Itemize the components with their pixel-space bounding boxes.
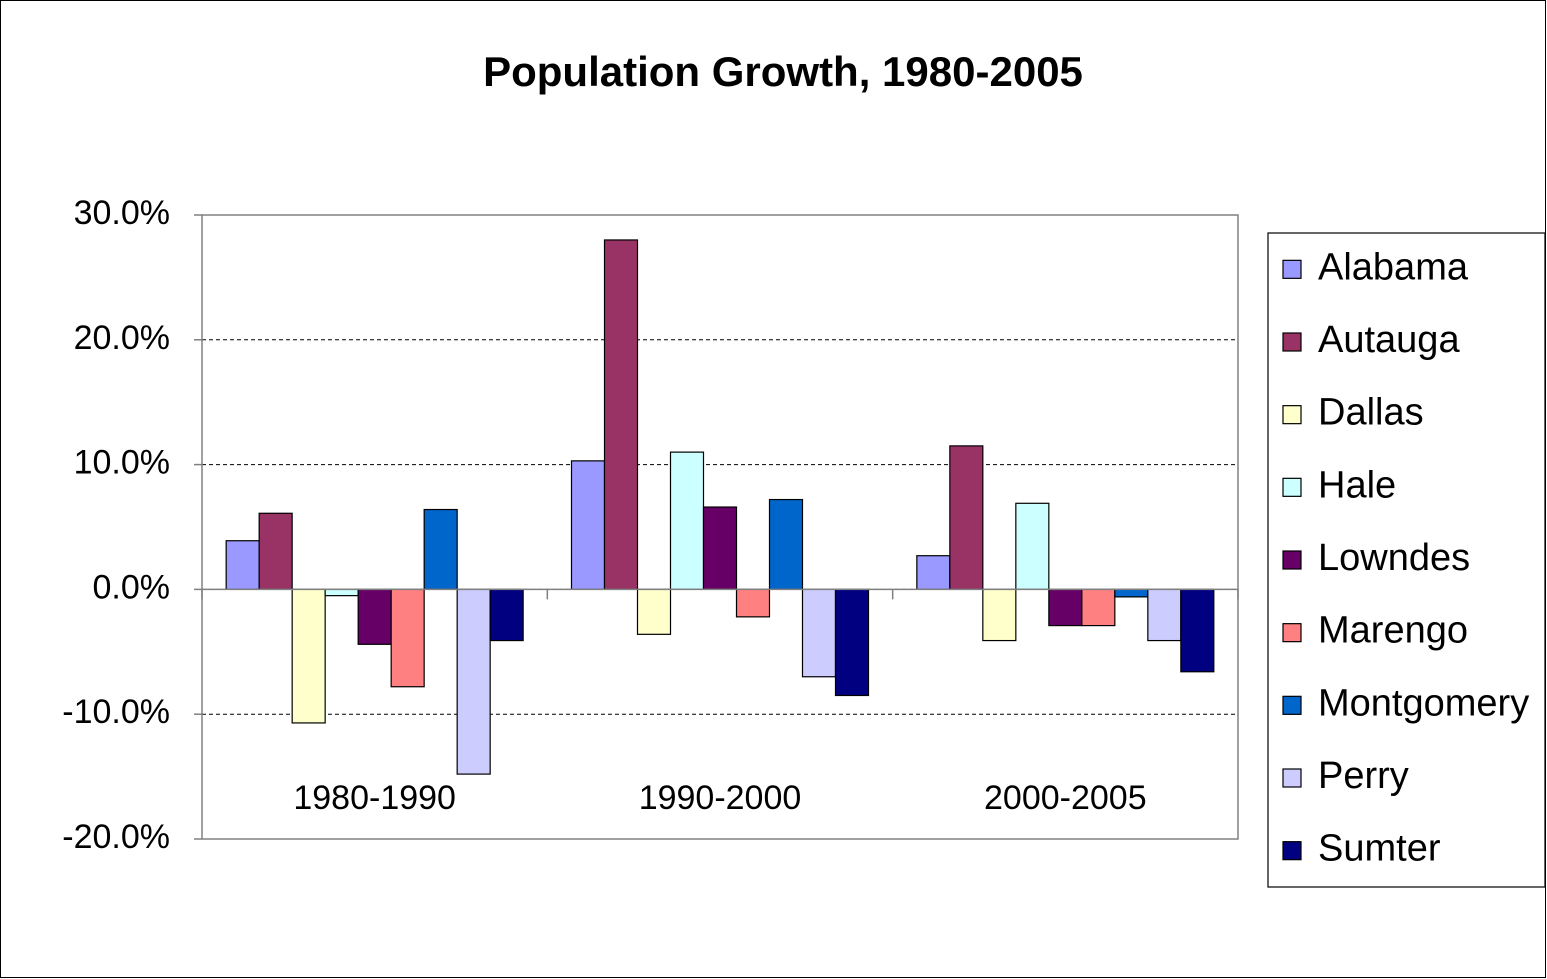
legend-box (1267, 232, 1546, 888)
bar (1081, 588, 1116, 627)
bar (834, 588, 870, 697)
legend-swatch (1282, 841, 1302, 861)
bar (1048, 588, 1083, 627)
x-tick-label: 2000-2005 (984, 779, 1147, 817)
bar (357, 588, 392, 645)
legend-label: Autauga (1318, 319, 1460, 361)
bar (603, 239, 639, 591)
bar (636, 588, 672, 635)
bar (1114, 588, 1149, 598)
y-tick-label: -20.0% (62, 818, 170, 856)
bar (735, 588, 771, 618)
legend-label: Perry (1318, 755, 1409, 797)
y-tick-label: 20.0% (74, 319, 170, 357)
legend-label: Marengo (1318, 610, 1468, 652)
bar (1015, 502, 1050, 590)
legend-swatch (1282, 259, 1302, 279)
legend-swatch (1282, 477, 1302, 497)
legend-swatch (1282, 623, 1302, 643)
bar (456, 588, 491, 775)
legend-swatch (1282, 695, 1302, 715)
plot-border (201, 214, 1239, 840)
legend-label: Hale (1318, 464, 1396, 506)
chart-title: Population Growth, 1980-2005 (483, 48, 1083, 95)
bar (390, 588, 425, 688)
bar (768, 498, 804, 591)
x-tick-label: 1980-1990 (293, 779, 456, 817)
y-tick-label: 0.0% (93, 568, 171, 606)
y-tick-label: 30.0% (74, 194, 170, 232)
bar (916, 555, 951, 590)
x-tick-label: 1990-2000 (639, 779, 802, 817)
bar (225, 540, 260, 591)
legend-label: Montgomery (1318, 682, 1529, 724)
bar (949, 445, 984, 591)
bar (982, 588, 1017, 642)
bar (324, 588, 359, 597)
y-tick-label: 10.0% (74, 444, 170, 482)
legend-swatch (1282, 550, 1302, 570)
bar (669, 451, 705, 590)
bar (801, 588, 837, 678)
y-tick-label: -10.0% (62, 693, 170, 731)
bar (423, 508, 458, 591)
bar (1147, 588, 1182, 642)
legend-label: Dallas (1318, 392, 1424, 434)
legend-swatch (1282, 768, 1302, 788)
legend-swatch (1282, 405, 1302, 425)
bar (702, 506, 738, 591)
legend-label: Alabama (1318, 246, 1469, 288)
legend-label: Lowndes (1318, 537, 1470, 579)
legend-swatch (1282, 332, 1302, 352)
bar (1180, 588, 1215, 673)
bar (258, 512, 293, 590)
legend-label: Sumter (1318, 828, 1441, 870)
bar (570, 460, 606, 590)
bar (489, 588, 524, 642)
bar (291, 588, 326, 724)
